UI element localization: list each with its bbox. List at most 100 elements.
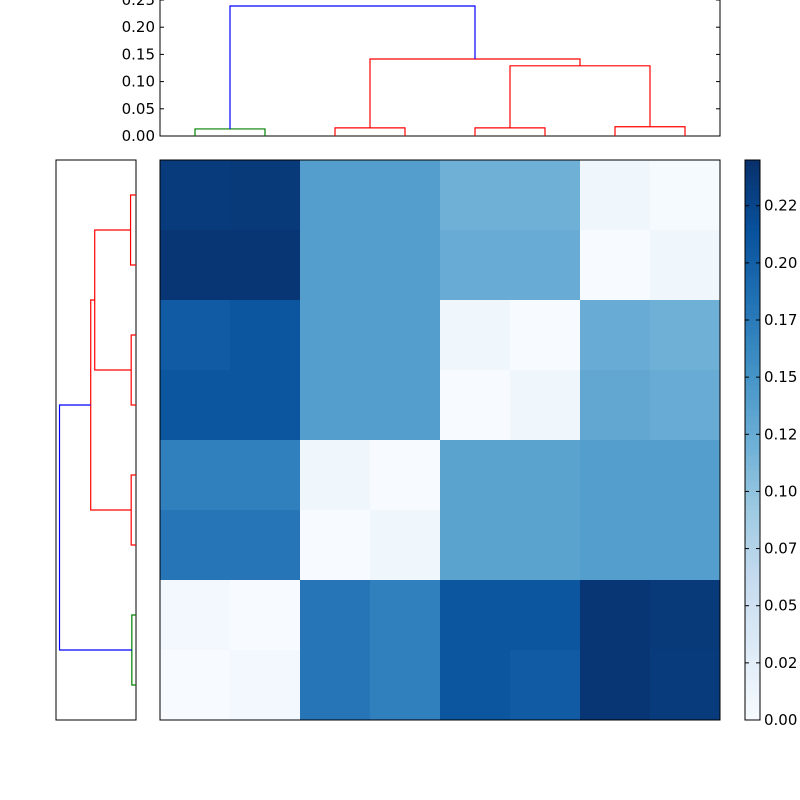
colorbar-segment xyxy=(745,375,760,381)
colorbar-segment xyxy=(745,565,760,571)
colorbar-segment xyxy=(745,490,760,496)
heatmap-cell xyxy=(300,370,371,441)
colorbar-segment xyxy=(745,560,760,566)
y-tick-label: 0.00 xyxy=(122,127,155,145)
heatmap-cell xyxy=(510,230,581,301)
colorbar-segment xyxy=(745,705,760,711)
colorbar-segment xyxy=(745,620,760,626)
heatmap-cell xyxy=(510,510,581,581)
colorbar-segment xyxy=(745,580,760,586)
colorbar-segment xyxy=(745,435,760,441)
colorbar-segment xyxy=(745,190,760,196)
colorbar-segment xyxy=(745,415,760,421)
dendrogram-link xyxy=(90,299,132,511)
colorbar-tick-label: 0.02 xyxy=(764,654,797,672)
colorbar-segment xyxy=(745,300,760,306)
heatmap-cell xyxy=(650,160,721,231)
colorbar-segment xyxy=(745,660,760,666)
heatmap-cell xyxy=(230,230,301,301)
colorbar-segment xyxy=(745,175,760,181)
colorbar-segment xyxy=(745,210,760,216)
colorbar-segment xyxy=(745,655,760,661)
colorbar-segment xyxy=(745,355,760,361)
heatmap-cell xyxy=(300,580,371,651)
heatmap-cell xyxy=(370,650,441,721)
heatmap-cell xyxy=(650,300,721,371)
colorbar-frame xyxy=(744,159,761,721)
colorbar-segment xyxy=(745,480,760,486)
heatmap-cell xyxy=(160,440,231,511)
top-dendrogram: 0.00 0.05 0.10 0.15 0.20 0.25 xyxy=(122,0,721,145)
colorbar-segment xyxy=(745,670,760,676)
colorbar-segment xyxy=(745,310,760,316)
colorbar-segment xyxy=(745,260,760,266)
colorbar-segment xyxy=(745,505,760,511)
heatmap-cell xyxy=(300,650,371,721)
colorbar-segment xyxy=(745,245,760,251)
heatmap-cell xyxy=(160,230,231,301)
colorbar-segment xyxy=(745,370,760,376)
heatmap-cell xyxy=(650,370,721,441)
dendrogram-link xyxy=(94,229,132,371)
colorbar-segment xyxy=(745,255,760,261)
colorbar-segment xyxy=(745,590,760,596)
heatmap-cell xyxy=(230,370,301,441)
heatmap-cell xyxy=(370,580,441,651)
colorbar-segment xyxy=(745,365,760,371)
colorbar-segment xyxy=(745,330,760,336)
colorbar-segment xyxy=(745,535,760,541)
colorbar-segment xyxy=(745,215,760,221)
heatmap-cell xyxy=(580,440,651,511)
heatmap-cell xyxy=(510,160,581,231)
heatmap-cell xyxy=(300,510,371,581)
colorbar-segment xyxy=(745,495,760,501)
colorbar-segment xyxy=(745,630,760,636)
heatmap-cell xyxy=(230,510,301,581)
colorbar-segment xyxy=(745,515,760,521)
heatmap-cell xyxy=(580,370,651,441)
heatmap-cell xyxy=(510,300,581,371)
heatmap-cell xyxy=(230,440,301,511)
colorbar-segment xyxy=(745,160,760,166)
heatmap-cell xyxy=(510,440,581,511)
heatmap-cell xyxy=(580,160,651,231)
heatmap-cell xyxy=(510,580,581,651)
heatmap-cell xyxy=(160,510,231,581)
colorbar-segment xyxy=(745,530,760,536)
colorbar-tick-label: 0.20 xyxy=(764,254,797,272)
colorbar-segment xyxy=(745,340,760,346)
colorbar-segment xyxy=(745,700,760,706)
colorbar-tick-label: 0.05 xyxy=(764,597,797,615)
colorbar-segment xyxy=(745,220,760,226)
y-tick-label: 0.20 xyxy=(122,18,155,36)
heatmap-cell xyxy=(650,650,721,721)
heatmap-cell xyxy=(370,440,441,511)
colorbar-segment xyxy=(745,690,760,696)
colorbar-segment xyxy=(745,305,760,311)
heatmap-cell xyxy=(160,300,231,371)
colorbar-segment xyxy=(745,200,760,206)
colorbar-segment xyxy=(745,455,760,461)
colorbar-segment xyxy=(745,265,760,271)
heatmap-cell xyxy=(370,300,441,371)
colorbar-segment xyxy=(745,625,760,631)
colorbar-segment xyxy=(745,230,760,236)
heatmap-cell xyxy=(440,510,511,581)
colorbar-segment xyxy=(745,595,760,601)
colorbar-segment xyxy=(745,500,760,506)
colorbar-segment xyxy=(745,445,760,451)
colorbar-segment xyxy=(745,425,760,431)
heatmap-cell xyxy=(370,370,441,441)
colorbar-segment xyxy=(745,640,760,646)
colorbar-segment xyxy=(745,645,760,651)
dendrogram-link xyxy=(130,334,136,406)
heatmap-cell xyxy=(580,650,651,721)
colorbar-segment xyxy=(745,290,760,296)
colorbar-tick-label: 0.15 xyxy=(764,368,797,386)
colorbar-segment xyxy=(745,405,760,411)
dendrogram-link xyxy=(130,474,136,546)
colorbar-segment xyxy=(745,250,760,256)
colorbar-segment xyxy=(745,180,760,186)
top-dendrogram-frame xyxy=(159,0,721,137)
